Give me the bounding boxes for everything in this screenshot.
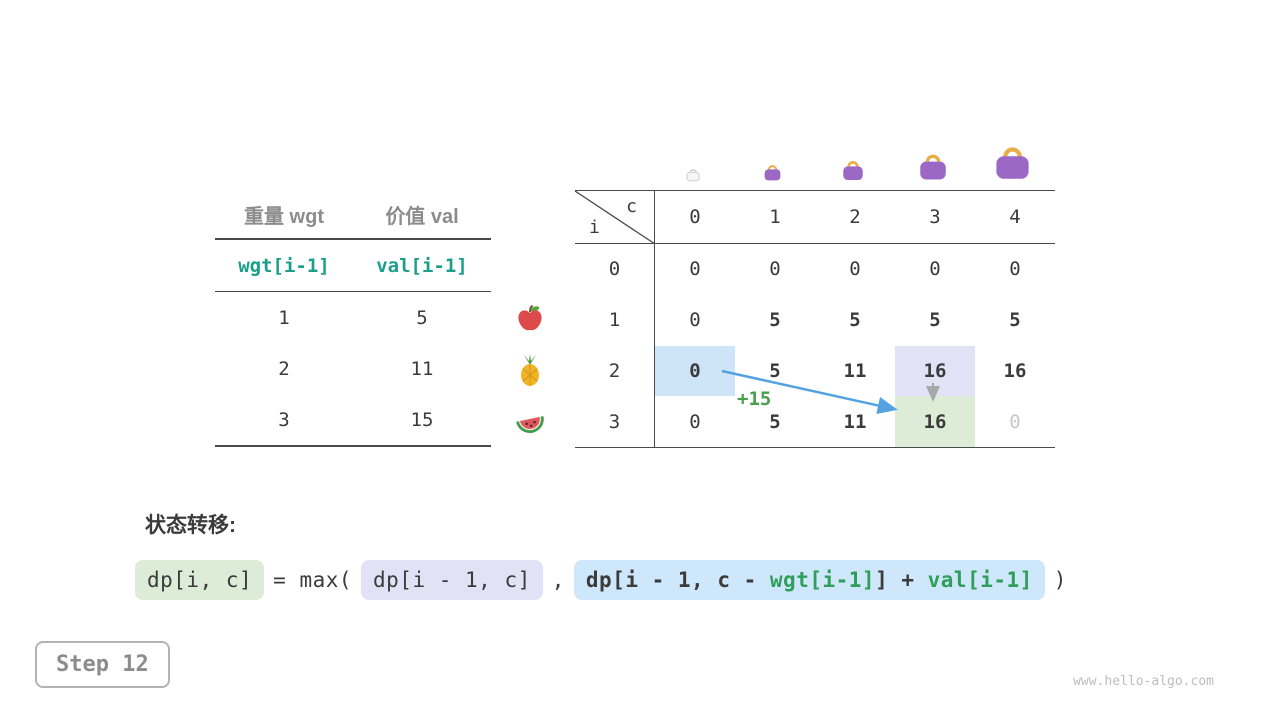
items-header-weight: 重量 wgt bbox=[244, 205, 324, 228]
item-1-val: 5 bbox=[416, 306, 428, 329]
formula-close-paren: ) bbox=[1053, 568, 1067, 592]
dp-corner-cell: c i bbox=[575, 191, 655, 244]
bag-icon-capacity-3 bbox=[920, 154, 946, 180]
dp-cell-2-4: 16 bbox=[1003, 359, 1027, 382]
apple-icon bbox=[518, 304, 542, 331]
generic-val: val[i-1] bbox=[376, 254, 468, 277]
formula-keep-chip: dp[i - 1, c] bbox=[361, 560, 543, 600]
dp-cell-1-3: 5 bbox=[929, 309, 941, 332]
formula-take-chip: dp[i - 1, c - wgt[i-1]] + val[i-1] bbox=[573, 560, 1045, 600]
bag-icon-capacity-4 bbox=[996, 147, 1029, 179]
bag-icon-capacity-0 bbox=[686, 169, 700, 182]
corner-row-var: i bbox=[589, 217, 600, 238]
dp-cell-2-3-keep: 16 bbox=[895, 345, 975, 397]
item-row-2: 2 11 bbox=[215, 343, 491, 394]
dp-cell-2-0-source: 0 bbox=[655, 345, 735, 397]
item-3-wgt: 3 bbox=[278, 408, 290, 431]
formula-comma: , bbox=[551, 568, 565, 592]
dp-cell-1-1: 5 bbox=[769, 309, 781, 332]
item-row-3: 3 15 bbox=[215, 394, 491, 445]
dp-col-header-3: 3 bbox=[895, 191, 975, 244]
bag-icon-capacity-2 bbox=[843, 161, 863, 181]
item-row-1: 1 5 bbox=[215, 292, 491, 343]
dp-cell-0-3: 0 bbox=[929, 258, 941, 281]
dp-cell-1-4: 5 bbox=[1009, 309, 1021, 332]
dp-cell-2-2: 11 bbox=[843, 359, 867, 382]
watermelon-icon bbox=[516, 416, 544, 433]
bag-icon-capacity-1 bbox=[764, 165, 781, 181]
formula-lhs-chip: dp[i, c] bbox=[135, 560, 265, 600]
site-watermark: www.hello-algo.com bbox=[1073, 674, 1214, 689]
pineapple-icon bbox=[521, 354, 539, 386]
corner-col-var: c bbox=[626, 196, 637, 217]
item-1-wgt: 1 bbox=[278, 306, 290, 329]
dp-col-header-1: 1 bbox=[735, 191, 815, 244]
dp-row-header-0: 0 bbox=[575, 244, 655, 295]
items-table-header: 重量 wgt 价值 val bbox=[215, 190, 491, 240]
dp-cell-0-4: 0 bbox=[1009, 258, 1021, 281]
dp-col-header-4: 4 bbox=[975, 191, 1055, 244]
dp-row-header-3: 3 bbox=[575, 396, 655, 447]
dp-row-header-1: 1 bbox=[575, 294, 655, 346]
take-val-term: val[i-1] bbox=[927, 568, 1033, 592]
corner-diagonal-line bbox=[575, 191, 655, 244]
take-mid: ] + bbox=[875, 568, 928, 592]
dp-cell-3-4-pending: 0 bbox=[1009, 410, 1021, 433]
item-2-wgt: 2 bbox=[278, 357, 290, 380]
dp-cell-3-3-target: 16 bbox=[895, 396, 975, 447]
dp-cell-0-1: 0 bbox=[769, 258, 781, 281]
dp-table: c i 0 1 2 3 4 0 0 0 0 0 0 1 0 5 5 5 5 2 … bbox=[575, 190, 1055, 448]
dp-col-header-0: 0 bbox=[655, 191, 735, 244]
items-header-value: 价值 val bbox=[385, 205, 459, 228]
take-prefix: dp[i - 1, c - bbox=[585, 568, 770, 592]
dp-row-header-2: 2 bbox=[575, 345, 655, 397]
state-transition-heading: 状态转移: bbox=[145, 514, 236, 537]
dp-col-header-2: 2 bbox=[815, 191, 895, 244]
items-generic-row: wgt[i-1] val[i-1] bbox=[215, 240, 491, 292]
dp-cell-3-0: 0 bbox=[689, 410, 701, 433]
step-indicator: Step 12 bbox=[35, 641, 170, 688]
dp-cell-3-2: 11 bbox=[843, 410, 867, 433]
dp-cell-0-0: 0 bbox=[689, 258, 701, 281]
take-wgt-term: wgt[i-1] bbox=[769, 568, 876, 592]
item-2-val: 11 bbox=[410, 357, 434, 380]
item-3-val: 15 bbox=[410, 408, 434, 431]
dp-cell-1-0: 0 bbox=[689, 309, 701, 332]
plus-value-label: +15 bbox=[737, 388, 772, 410]
dp-cell-0-2: 0 bbox=[849, 258, 861, 281]
dp-cell-1-2: 5 bbox=[849, 309, 861, 332]
items-table: 重量 wgt 价值 val wgt[i-1] val[i-1] 1 5 2 11… bbox=[215, 190, 491, 447]
formula-op: = max( bbox=[273, 568, 353, 592]
state-transition-formula: dp[i, c] = max( dp[i - 1, c] , dp[i - 1,… bbox=[135, 560, 1067, 600]
dp-cell-3-1: 5 bbox=[769, 410, 781, 433]
generic-wgt: wgt[i-1] bbox=[238, 254, 330, 277]
